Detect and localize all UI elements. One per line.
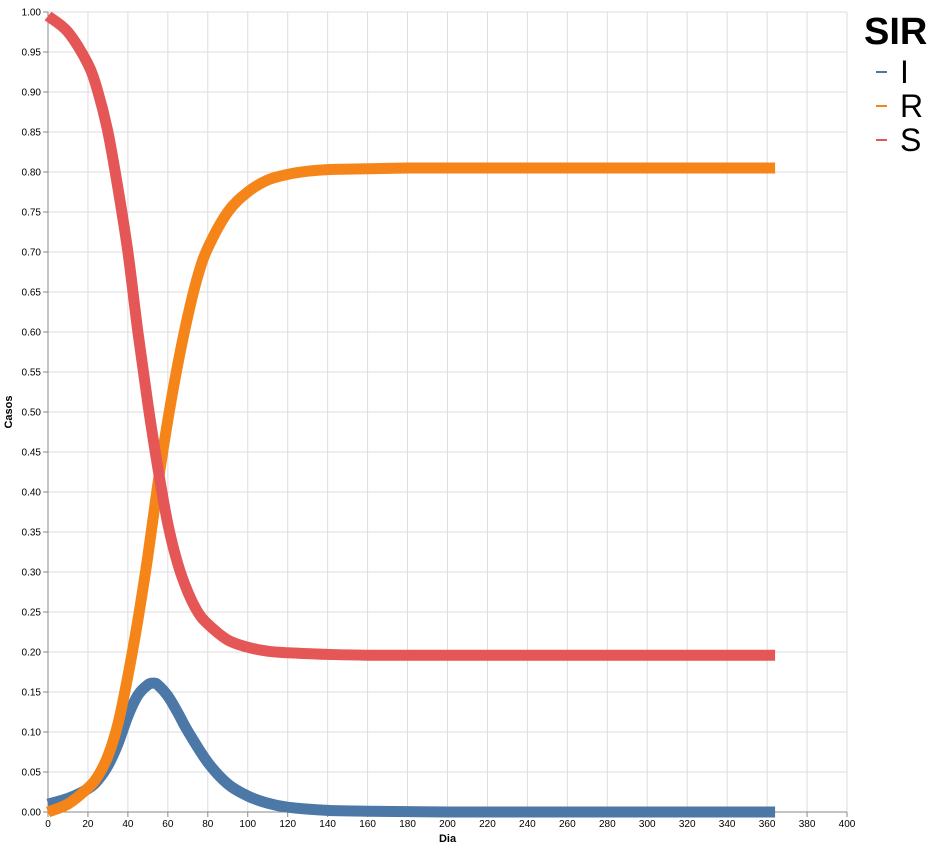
y-tick-label: 0.95 <box>22 48 42 59</box>
x-tick-label: 380 <box>799 819 816 830</box>
y-tick-label: 0.30 <box>22 568 42 579</box>
y-tick-label: 0.35 <box>22 528 42 539</box>
x-tick-label: 160 <box>359 819 376 830</box>
series-lines <box>44 11 776 818</box>
x-tick-label: 140 <box>319 819 336 830</box>
y-tick-label: 0.10 <box>22 728 42 739</box>
y-tick-label: 0.75 <box>22 208 42 219</box>
x-tick-label: 200 <box>439 819 456 830</box>
y-tick-label: 0.80 <box>22 168 42 179</box>
y-tick-label: 0.45 <box>22 448 42 459</box>
y-tick-label: 0.20 <box>22 648 42 659</box>
legend-label-r: R <box>900 88 923 124</box>
series-line-s <box>44 11 776 661</box>
x-tick-label: 20 <box>82 819 94 830</box>
x-tick-label: 180 <box>399 819 416 830</box>
x-tick-label: 100 <box>239 819 256 830</box>
x-tick-label: 260 <box>559 819 576 830</box>
y-tick-label: 0.65 <box>22 288 42 299</box>
y-tick-label: 0.00 <box>22 808 42 819</box>
y-tick-label: 0.40 <box>22 488 42 499</box>
axes: 0 20 40 60 80 100 120 140 160 180 200 220 240 260 280 3… <box>22 8 856 831</box>
x-tick-label: 80 <box>202 819 214 830</box>
x-tick-label: 400 <box>839 819 856 830</box>
series-line-i <box>46 677 776 818</box>
y-tick-label: 0.55 <box>22 368 42 379</box>
x-tick-label: 220 <box>479 819 496 830</box>
legend-title: SIR <box>864 11 927 53</box>
x-tick-label: 60 <box>162 819 174 830</box>
y-tick-label: 0.70 <box>22 248 42 259</box>
x-tick-label: 360 <box>759 819 776 830</box>
y-tick-label: 0.85 <box>22 128 42 139</box>
x-tick-label: 40 <box>122 819 134 830</box>
y-tick-label: 0.15 <box>22 688 42 699</box>
y-tick-label: 0.25 <box>22 608 42 619</box>
x-tick-label: 320 <box>679 819 696 830</box>
series-line-r <box>45 162 776 818</box>
y-tick-label: 0.50 <box>22 408 42 419</box>
y-axis-title: Casos <box>3 395 15 428</box>
x-tick-label: 280 <box>599 819 616 830</box>
y-tick-label: 0.60 <box>22 328 42 339</box>
y-tick-label: 0.05 <box>22 768 42 779</box>
y-tick-label: 1.00 <box>22 8 42 19</box>
y-tick-label: 0.90 <box>22 88 42 99</box>
x-tick-label: 0 <box>45 819 51 830</box>
x-axis-title: Dia <box>439 833 457 845</box>
legend: SIR IRS <box>864 11 927 158</box>
x-tick-label: 300 <box>639 819 656 830</box>
x-tick-label: 340 <box>719 819 736 830</box>
legend-items: IRS <box>876 54 923 158</box>
legend-label-s: S <box>900 122 921 158</box>
x-tick-label: 120 <box>279 819 296 830</box>
x-tick-label: 240 <box>519 819 536 830</box>
legend-label-i: I <box>900 54 909 90</box>
